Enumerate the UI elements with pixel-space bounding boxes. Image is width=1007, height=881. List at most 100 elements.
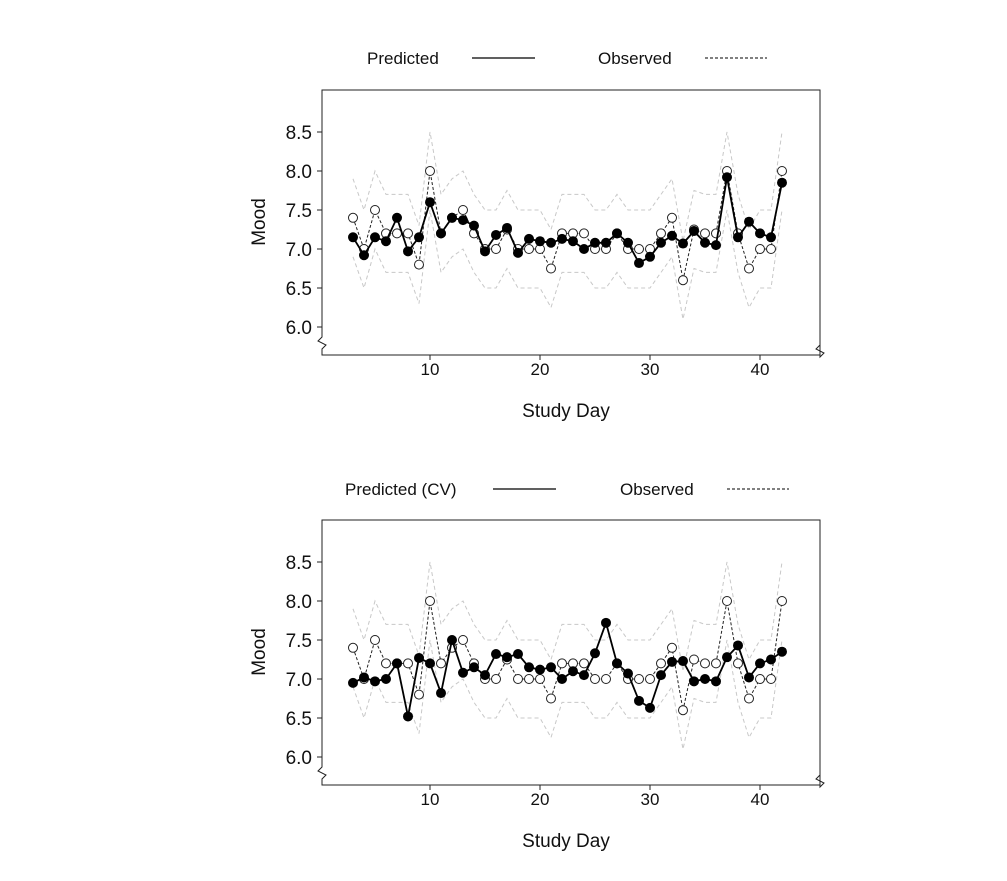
- observed-point: [425, 166, 435, 176]
- predicted-point: [513, 247, 523, 258]
- observed-point: [667, 642, 677, 653]
- predicted-point: [568, 236, 578, 247]
- predicted-point: [458, 215, 468, 226]
- x-tick-label: 40: [751, 790, 770, 809]
- predicted-point: [766, 232, 776, 243]
- observed-point: [667, 212, 677, 223]
- observed-point: [733, 658, 743, 669]
- x-tick-label: 40: [751, 360, 770, 379]
- predicted-point: [359, 672, 369, 683]
- observed-point: [381, 658, 391, 669]
- predicted-point: [436, 228, 446, 239]
- chart-panel-bottom: Predicted (CV) Observed Study Day Mood 1…: [249, 480, 825, 852]
- predicted-point: [601, 617, 611, 628]
- observed-point: [711, 658, 721, 669]
- observed-point: [403, 658, 413, 669]
- observed-point: [436, 658, 446, 669]
- observed-point: [414, 689, 424, 700]
- y-tick-label: 8.0: [286, 162, 312, 183]
- predicted-point: [403, 246, 413, 257]
- predicted-point: [579, 670, 589, 681]
- lower-band-line: [352, 209, 783, 320]
- predicted-point: [733, 232, 743, 243]
- predicted-point: [590, 237, 600, 248]
- observed-point: [491, 674, 501, 684]
- predicted-point: [722, 172, 732, 183]
- observed-point: [579, 228, 589, 239]
- predicted-point: [469, 662, 479, 673]
- y-tick-label: 6.5: [286, 279, 312, 300]
- predicted-point: [744, 216, 754, 227]
- observed-point: [579, 658, 589, 669]
- predicted-point: [480, 246, 490, 257]
- observed-point: [370, 635, 380, 645]
- predicted-point: [557, 233, 567, 244]
- upper-band-line: [352, 131, 783, 242]
- predicted-point: [777, 177, 787, 188]
- x-tick-label: 20: [531, 790, 550, 809]
- predicted-point: [502, 222, 512, 233]
- predicted-point: [447, 212, 457, 223]
- observed-point: [755, 244, 765, 254]
- observed-point: [535, 674, 545, 684]
- predicted-point: [568, 666, 578, 677]
- predicted-point: [667, 656, 677, 667]
- predicted-point: [766, 654, 776, 665]
- predicted-point: [370, 676, 380, 687]
- predicted-line: [352, 177, 783, 265]
- observed-point: [414, 259, 424, 270]
- predicted-point: [535, 664, 545, 675]
- predicted-point: [667, 230, 677, 241]
- observed-line: [352, 600, 783, 711]
- observed-point: [700, 658, 710, 669]
- predicted-point: [733, 640, 743, 651]
- observed-point: [766, 244, 776, 254]
- observed-point: [722, 596, 732, 606]
- observed-point: [403, 228, 413, 239]
- predicted-point: [755, 658, 765, 669]
- predicted-point: [711, 676, 721, 687]
- y-tick-label: 6.5: [286, 709, 312, 730]
- upper-band-line: [352, 561, 783, 672]
- y-tick-label: 8.5: [286, 123, 312, 144]
- legend-predicted-label: Predicted: [367, 49, 439, 68]
- y-tick-label: 7.0: [286, 240, 312, 261]
- predicted-point: [777, 646, 787, 657]
- predicted-point: [689, 226, 699, 237]
- predicted-point: [601, 237, 611, 248]
- predicted-point: [381, 236, 391, 247]
- x-tick-label: 30: [641, 360, 660, 379]
- predicted-point: [579, 244, 589, 254]
- predicted-point: [381, 674, 391, 684]
- predicted-line: [352, 619, 783, 717]
- observed-point: [524, 674, 534, 684]
- predicted-point: [491, 649, 501, 660]
- predicted-point: [612, 228, 622, 239]
- predicted-point: [557, 674, 567, 684]
- predicted-point: [678, 238, 688, 249]
- observed-point: [645, 674, 655, 684]
- observed-point: [458, 635, 468, 645]
- predicted-point: [370, 232, 380, 243]
- plot-frame: [317, 89, 825, 359]
- predicted-point: [722, 652, 732, 663]
- predicted-point: [425, 658, 435, 669]
- predicted-point: [392, 658, 402, 669]
- observed-point: [425, 596, 435, 606]
- predicted-point: [623, 668, 633, 679]
- y-tick-label: 6.0: [286, 748, 312, 769]
- predicted-point: [348, 677, 358, 688]
- predicted-point: [535, 236, 545, 247]
- predicted-point: [546, 662, 556, 673]
- predicted-point: [656, 670, 666, 681]
- observed-point: [546, 263, 556, 274]
- observed-point: [348, 212, 358, 223]
- observed-point: [689, 654, 699, 665]
- predicted-point: [645, 702, 655, 713]
- observed-point: [634, 244, 644, 254]
- y-tick-label: 8.5: [286, 553, 312, 574]
- observed-point: [546, 693, 556, 704]
- legend-observed-label: Observed: [598, 49, 672, 68]
- predicted-point: [656, 237, 666, 248]
- x-tick-label: 10: [421, 360, 440, 379]
